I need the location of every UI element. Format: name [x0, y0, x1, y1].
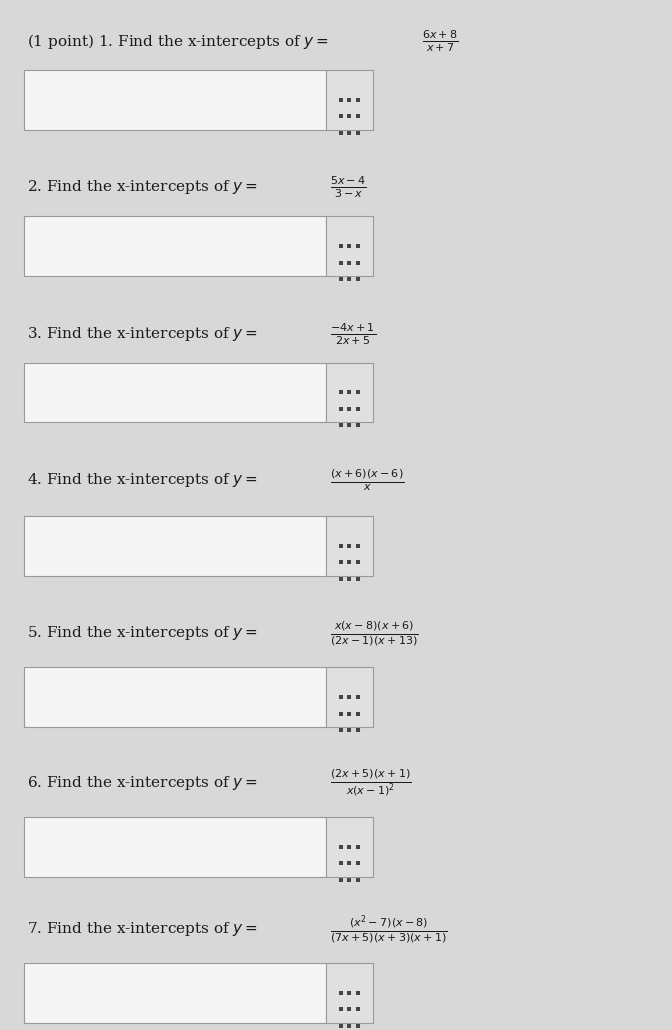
Bar — [24, 516, 326, 576]
Text: 3. Find the x-intercepts of $y =$: 3. Find the x-intercepts of $y =$ — [27, 324, 258, 343]
Text: $\frac{x(x-8)(x+6)}{(2x-1)(x+13)}$: $\frac{x(x-8)(x+6)}{(2x-1)(x+13)}$ — [330, 619, 419, 648]
Text: 2. Find the x-intercepts of $y =$: 2. Find the x-intercepts of $y =$ — [27, 178, 258, 197]
Text: $\frac{(x+6)(x-6)}{x}$: $\frac{(x+6)(x-6)}{x}$ — [330, 467, 405, 493]
Bar — [24, 667, 326, 727]
Text: $\frac{(x^2-7)(x-8)}{(7x+5)(x+3)(x+1)}$: $\frac{(x^2-7)(x-8)}{(7x+5)(x+3)(x+1)}$ — [330, 913, 448, 946]
Text: 4. Find the x-intercepts of $y =$: 4. Find the x-intercepts of $y =$ — [27, 471, 258, 489]
Text: (1 point) 1. Find the x-intercepts of $y =$: (1 point) 1. Find the x-intercepts of $y… — [27, 32, 329, 50]
Bar — [326, 516, 373, 576]
Bar — [326, 216, 373, 276]
Bar — [24, 70, 326, 130]
Bar — [326, 963, 373, 1023]
Bar — [326, 70, 373, 130]
Bar — [326, 817, 373, 877]
Text: 5. Find the x-intercepts of $y =$: 5. Find the x-intercepts of $y =$ — [27, 624, 258, 643]
Text: 6. Find the x-intercepts of $y =$: 6. Find the x-intercepts of $y =$ — [27, 774, 258, 792]
Bar — [24, 817, 326, 877]
Bar — [24, 363, 326, 422]
Text: $\frac{6x+8}{x+7}$: $\frac{6x+8}{x+7}$ — [422, 28, 458, 55]
Bar — [326, 667, 373, 727]
Text: $\frac{-4x+1}{2x+5}$: $\frac{-4x+1}{2x+5}$ — [330, 320, 376, 347]
Text: 7. Find the x-intercepts of $y =$: 7. Find the x-intercepts of $y =$ — [27, 920, 258, 938]
Bar — [24, 963, 326, 1023]
Text: $\frac{(2x+5)(x+1)}{x(x-1)^2}$: $\frac{(2x+5)(x+1)}{x(x-1)^2}$ — [330, 767, 412, 798]
Bar — [24, 216, 326, 276]
Text: $\frac{5x-4}{3-x}$: $\frac{5x-4}{3-x}$ — [330, 174, 367, 201]
Bar — [326, 363, 373, 422]
